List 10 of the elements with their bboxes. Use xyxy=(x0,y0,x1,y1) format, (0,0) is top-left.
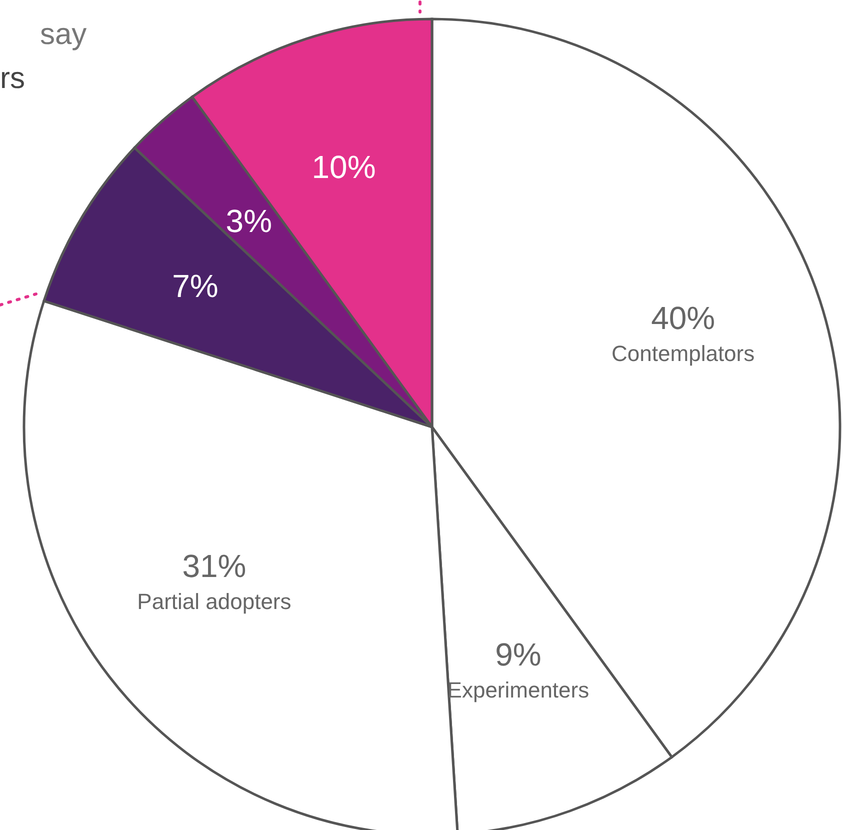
data-label: 9% xyxy=(495,636,542,672)
text: say xyxy=(40,18,87,51)
text: rs xyxy=(0,62,25,95)
slice-label: Partial adopters xyxy=(137,589,292,614)
data-label: 7% xyxy=(172,268,218,304)
data-label: 3% xyxy=(226,203,272,240)
data-label: 40% xyxy=(651,300,716,336)
data-label: 31% xyxy=(182,548,246,584)
slice-label: Contemplators xyxy=(612,340,755,366)
data-label: 10% xyxy=(312,148,376,185)
